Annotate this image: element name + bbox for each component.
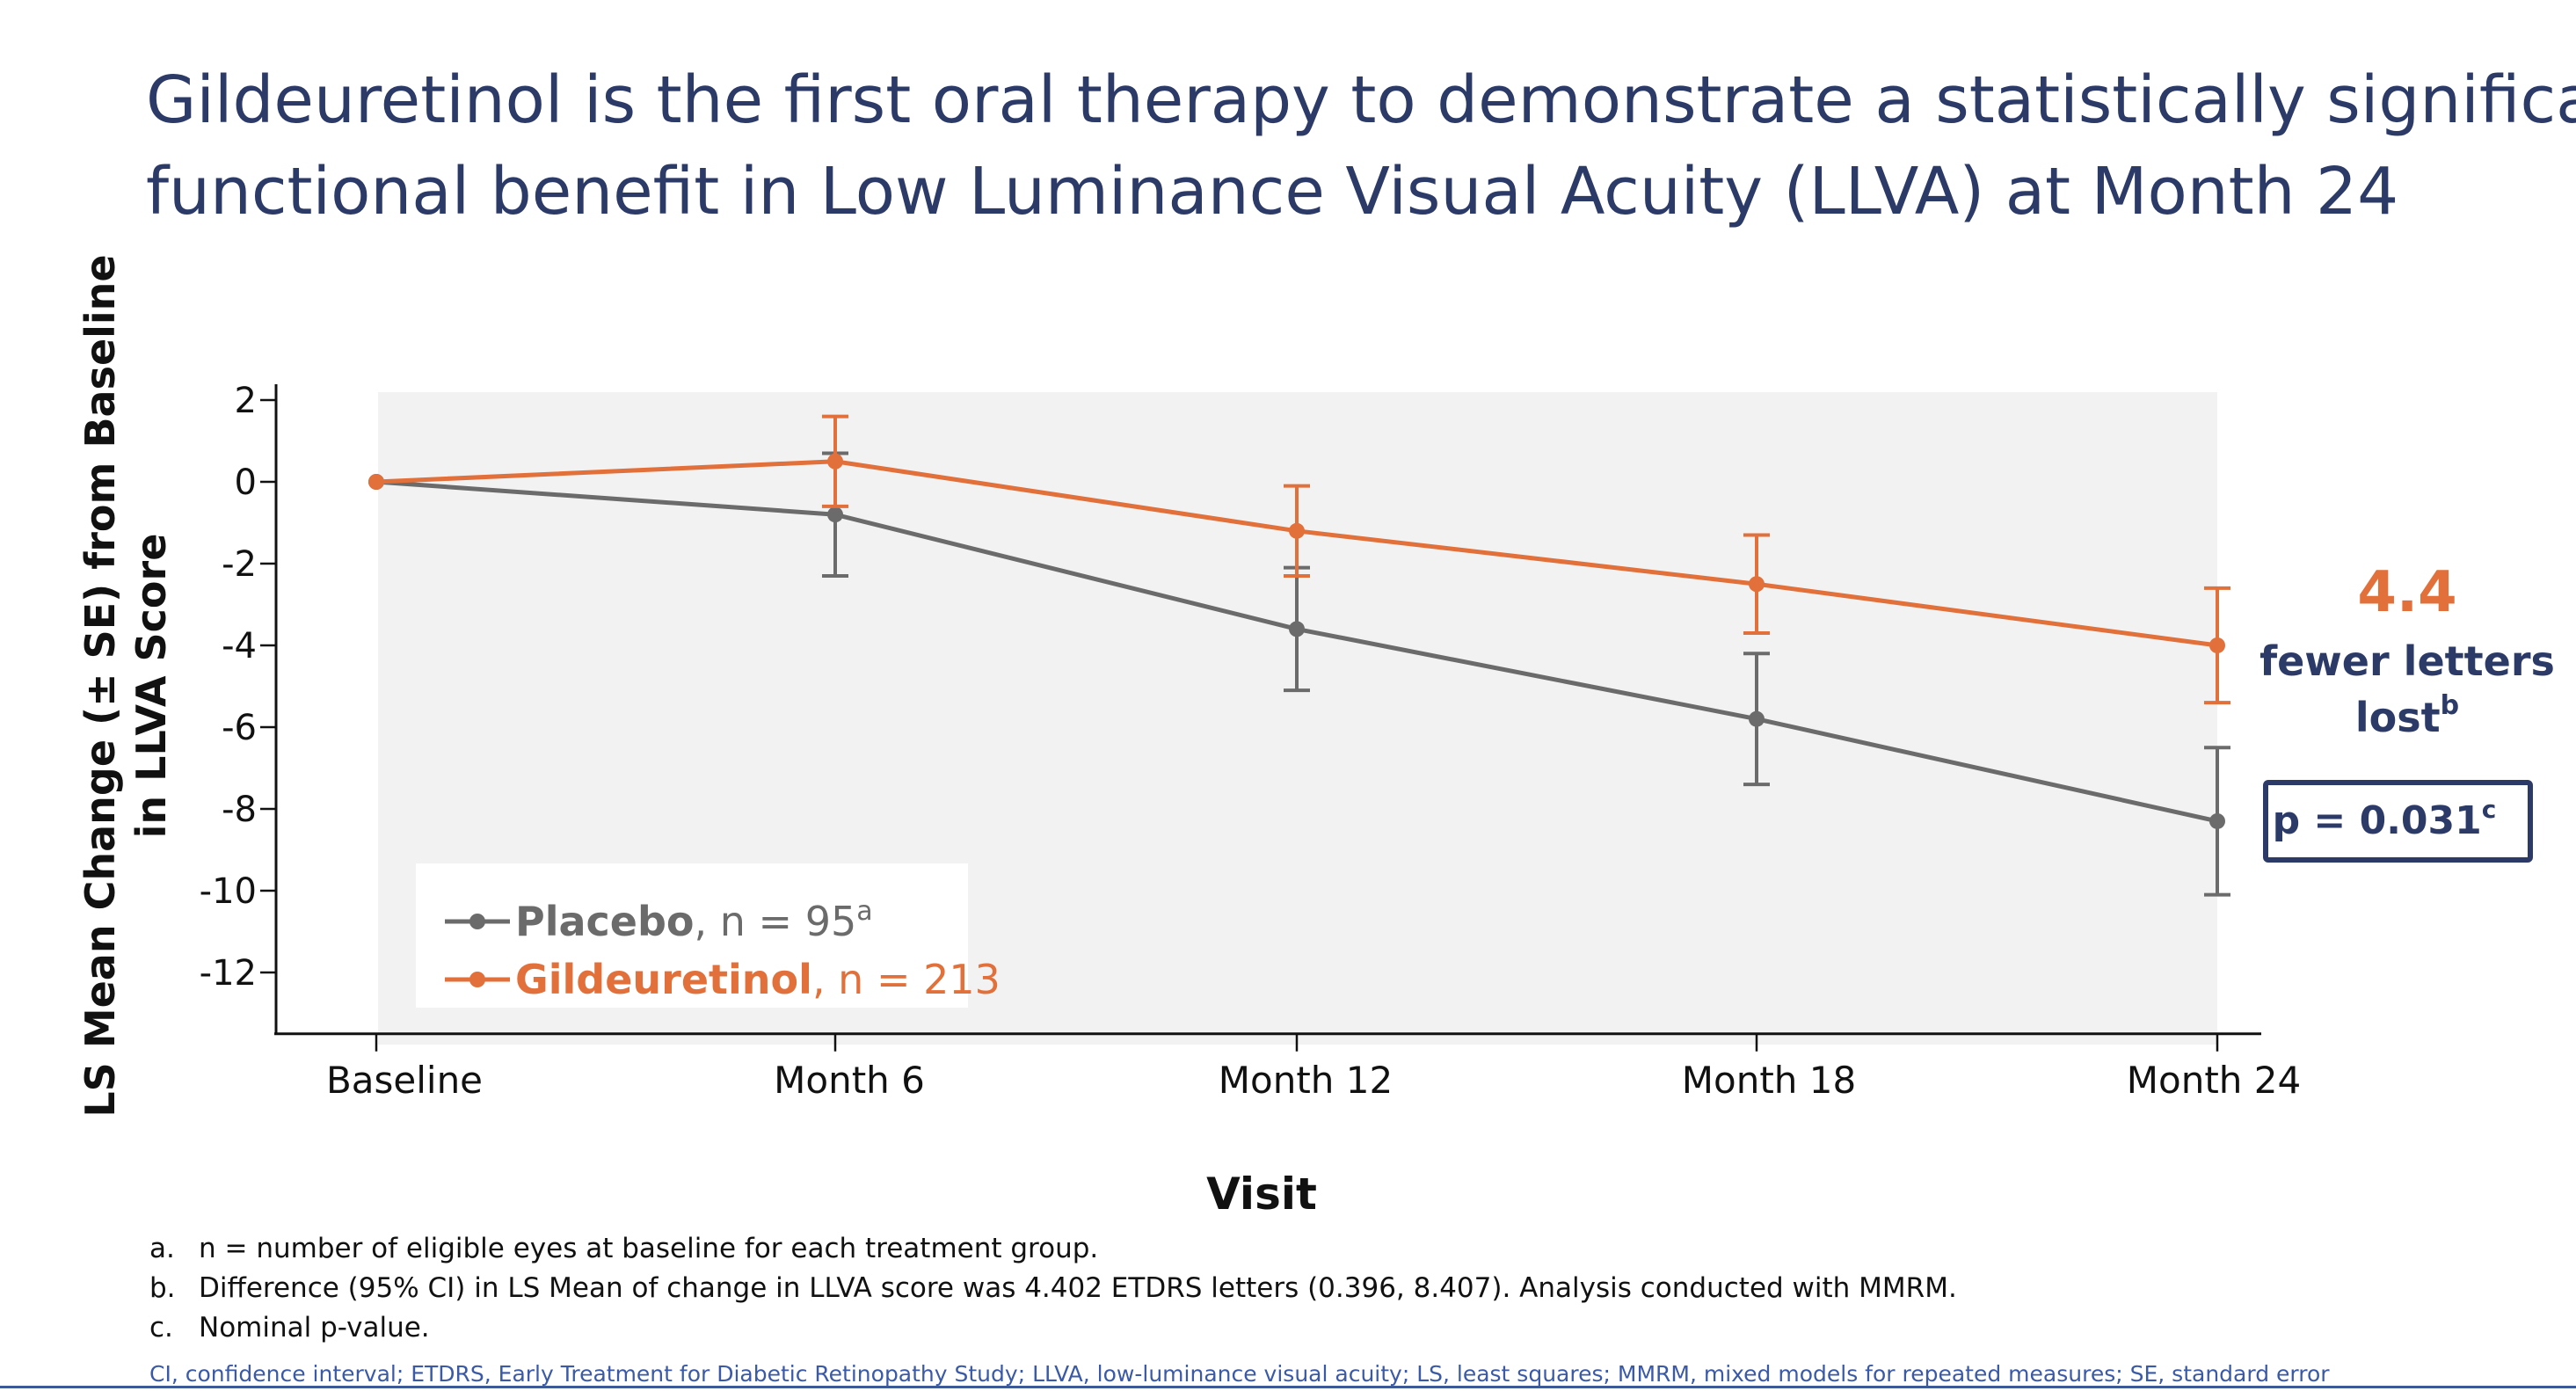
legend-n: , n = 213: [812, 956, 1001, 1003]
y-axis-title-line: LS Mean Change (± SE) from Baseline: [76, 254, 124, 1117]
data-point-gildeuretinol: [1749, 576, 1765, 593]
legend-swatch-marker-placebo: [469, 914, 485, 929]
difference-label-line2: lostb: [2355, 690, 2459, 741]
legend-name: Gildeuretinol: [515, 956, 812, 1003]
y-tick-label: 2: [235, 381, 257, 421]
footnote-marker: b.: [149, 1272, 176, 1304]
difference-label-line1: fewer letters: [2259, 637, 2555, 685]
title-line-1: Gildeuretinol is the first oral therapy …: [146, 62, 2576, 138]
y-tick-label: 0: [235, 462, 257, 503]
legend-superscript: a: [856, 896, 872, 927]
pvalue-box: p = 0.031c: [2263, 780, 2533, 863]
slide-title: Gildeuretinol is the first oral therapy …: [146, 55, 2576, 237]
legend-box: [416, 863, 968, 1008]
bottom-rule: [0, 1386, 2576, 1388]
y-tick-label: -10: [200, 871, 257, 912]
data-point-gildeuretinol: [368, 474, 384, 490]
legend-label-placebo: Placebo, n = 95a: [515, 896, 873, 945]
legend-n: , n = 95: [695, 898, 857, 945]
pvalue-text: p = 0.031c: [2273, 795, 2497, 843]
data-point-placebo: [1749, 710, 1765, 727]
x-tick-label: Month 18: [1682, 1059, 1856, 1102]
footnote-marker: a.: [149, 1233, 175, 1264]
footnote-marker: c.: [149, 1312, 173, 1344]
footnote-c: c. Nominal p-value.: [149, 1308, 2435, 1348]
series-gildeuretinol: [368, 414, 2230, 705]
y-tick-label: -6: [222, 708, 257, 748]
title-line-2: functional benefit in Low Luminance Visu…: [146, 154, 2399, 229]
data-point-gildeuretinol: [827, 453, 843, 470]
legend-label-gildeuretinol: Gildeuretinol, n = 213: [515, 956, 1001, 1003]
footnote-text: Difference (95% CI) in LS Mean of change…: [199, 1272, 1957, 1304]
y-tick-label: -8: [222, 790, 257, 830]
x-tick-label: Month 12: [1219, 1059, 1393, 1102]
x-tick-label: Baseline: [326, 1059, 483, 1102]
data-point-placebo: [1289, 621, 1305, 637]
legend-swatch-marker-gildeuretinol: [469, 972, 485, 987]
difference-annotation: 4.4 fewer letters lostb: [2259, 560, 2555, 741]
abbreviations-note: CI, confidence interval; ETDRS, Early Tr…: [149, 1361, 2330, 1387]
data-point-gildeuretinol: [1289, 522, 1305, 539]
footnotes: a. n = number of eligible eyes at baseli…: [149, 1229, 2435, 1348]
y-tick-label: -2: [222, 544, 257, 585]
pvalue-frame: [2263, 780, 2533, 863]
x-axis-title: Visit: [1206, 1169, 1317, 1220]
footnote-a: a. n = number of eligible eyes at baseli…: [149, 1229, 2435, 1269]
y-axis-title: LS Mean Change (± SE) from Baseline in LL…: [76, 254, 175, 1117]
difference-superscript: b: [2441, 690, 2459, 721]
footnote-text: n = number of eligible eyes at baseline …: [199, 1233, 1099, 1264]
footnote-text: Nominal p-value.: [199, 1312, 430, 1344]
data-point-placebo: [2209, 812, 2225, 829]
data-point-placebo: [827, 506, 843, 523]
x-tick-label: Month 6: [774, 1059, 925, 1102]
y-tick-label: -12: [200, 953, 257, 994]
difference-value: 4.4: [2357, 560, 2456, 625]
legend: Placebo, n = 95a Gildeuretinol, n = 213: [416, 863, 1001, 1008]
footnote-b: b. Difference (95% CI) in LS Mean of cha…: [149, 1269, 2435, 1308]
pvalue-superscript: c: [2482, 795, 2497, 824]
y-tick-label: -4: [222, 626, 257, 666]
y-axis-title-line: in LLVA Score: [127, 534, 175, 839]
x-tick-label: Month 24: [2127, 1059, 2301, 1102]
data-point-gildeuretinol: [2209, 637, 2225, 653]
legend-name: Placebo: [515, 898, 695, 945]
